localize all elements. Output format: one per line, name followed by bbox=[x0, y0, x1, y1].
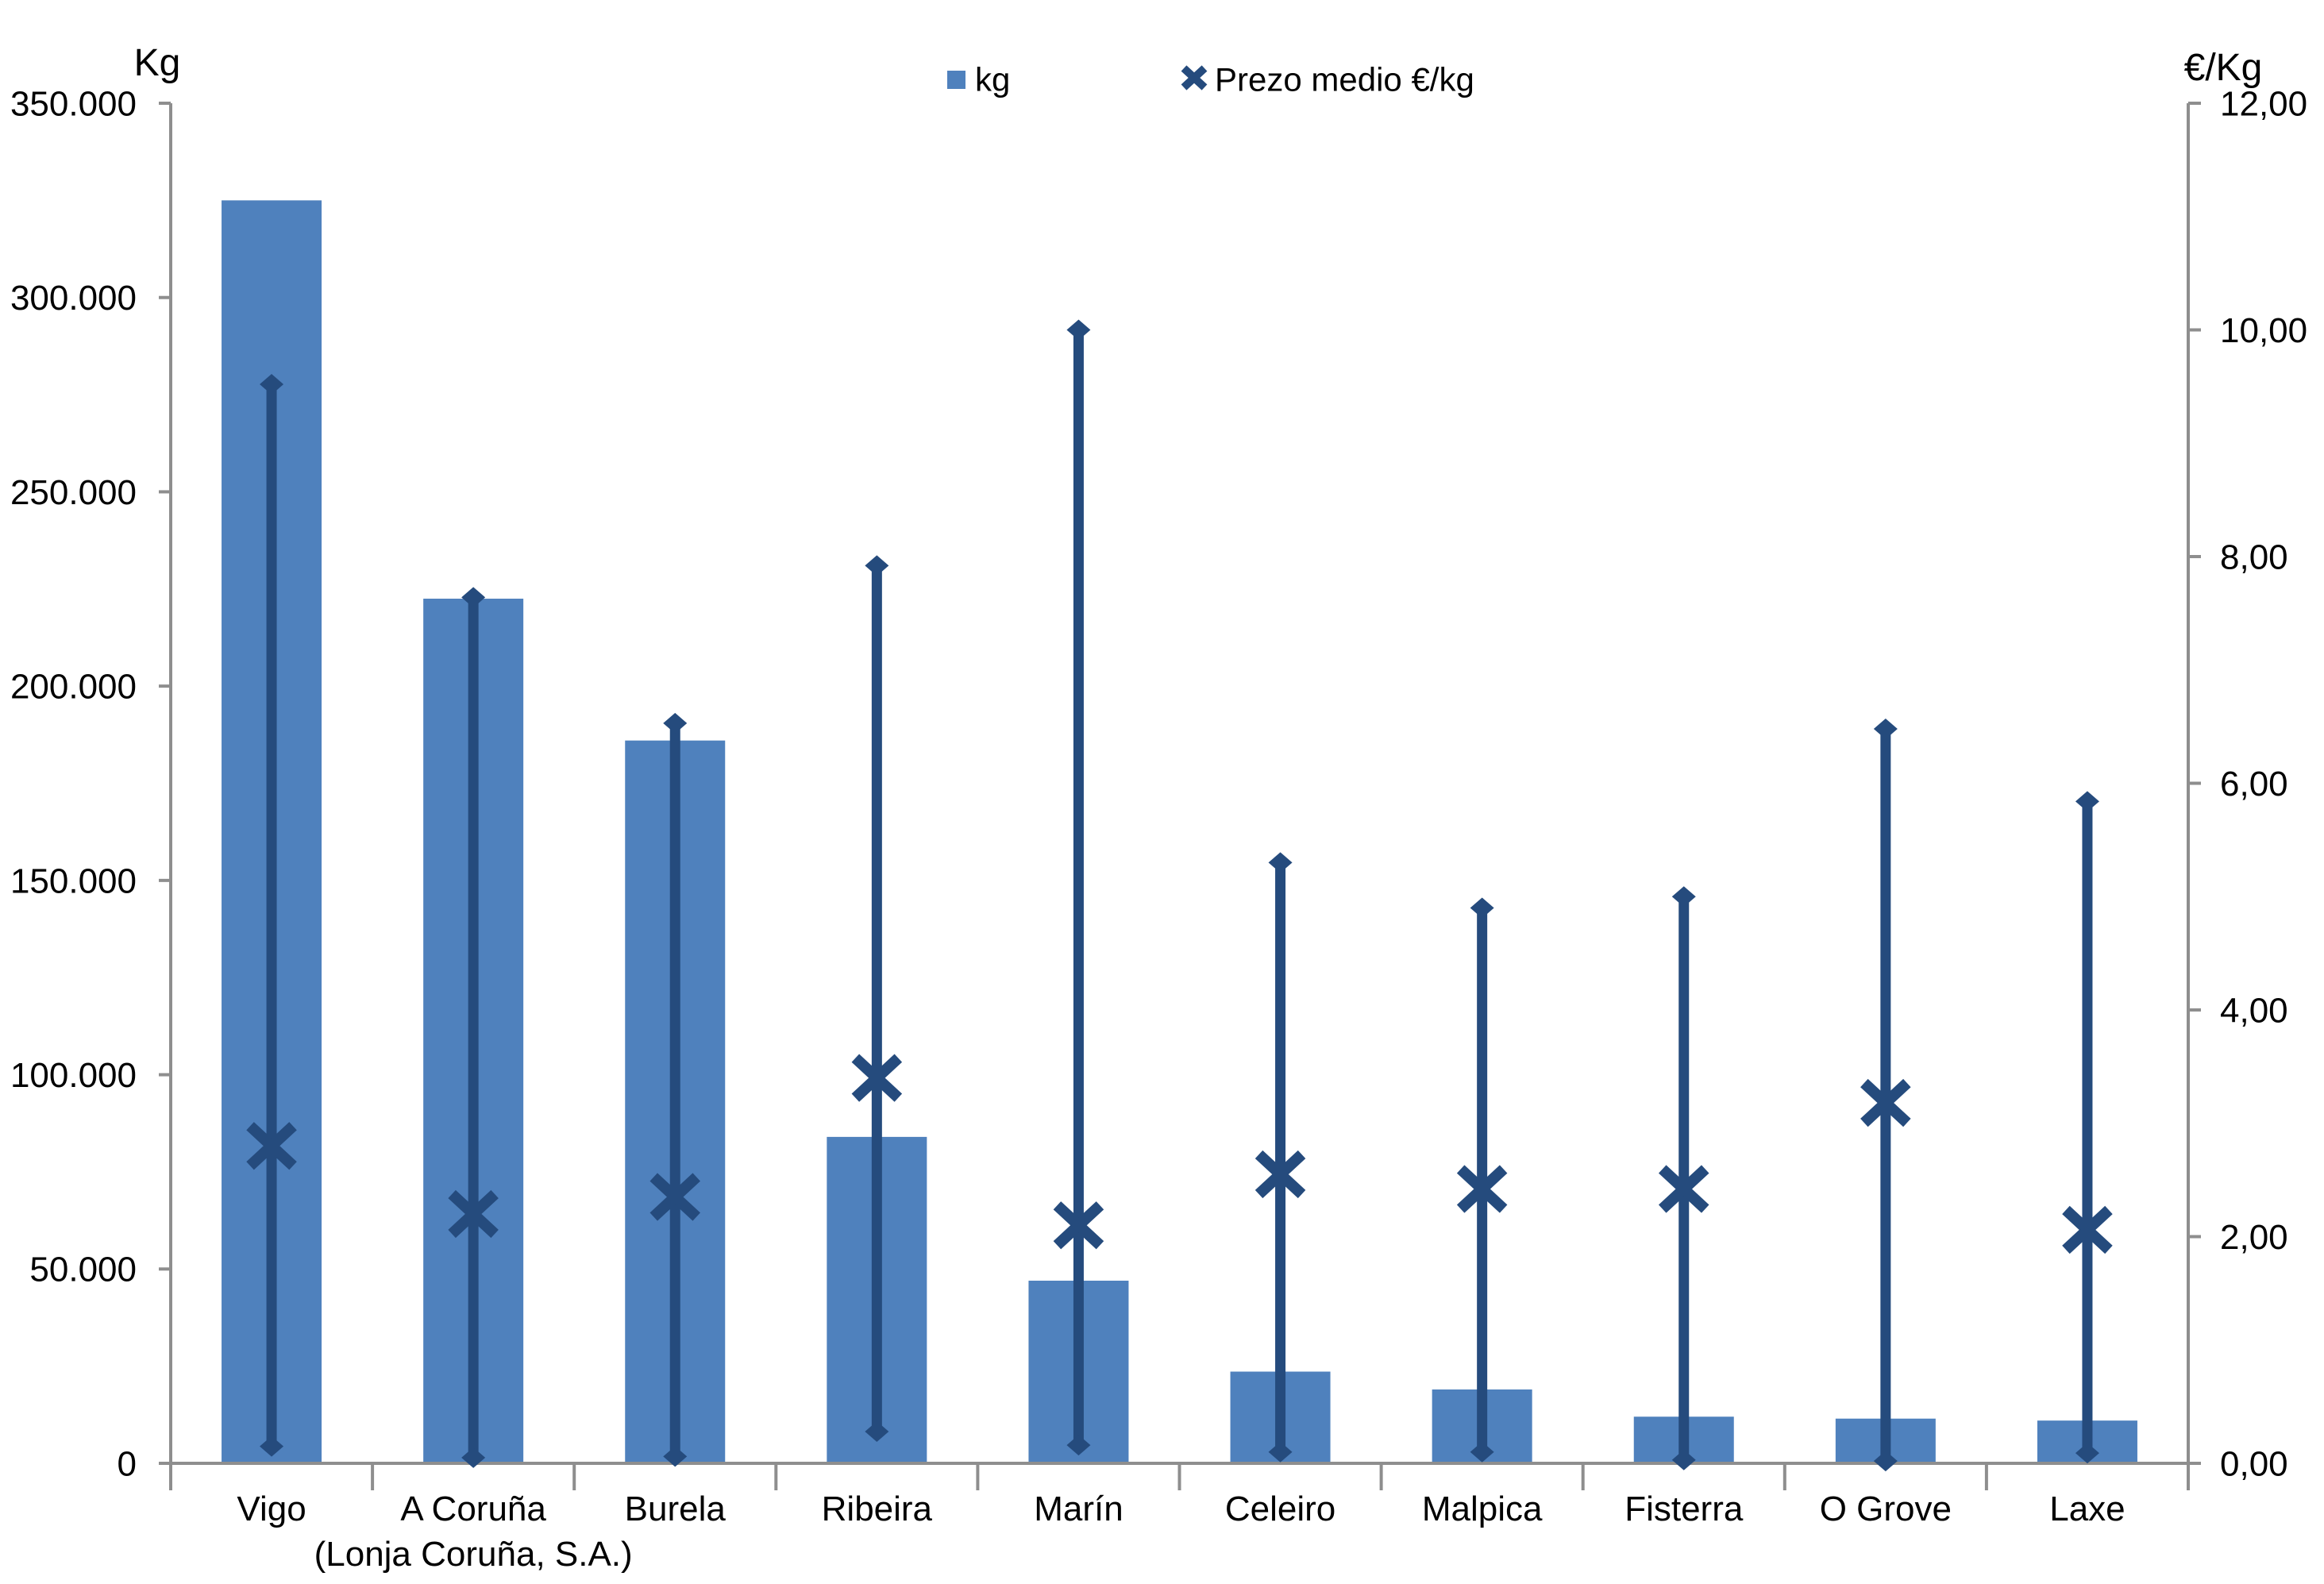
avg-price-x-marker-marin bbox=[1053, 1201, 1104, 1250]
category-label-burela: Burela bbox=[625, 1490, 726, 1528]
avg-price-x-marker-burela bbox=[649, 1173, 701, 1221]
category-label-line: Burela bbox=[625, 1490, 726, 1528]
avg-price-x-marker-laxe bbox=[2062, 1205, 2113, 1254]
left-axis-tick-label: 0 bbox=[118, 1444, 137, 1483]
min-price-diamond-celeiro bbox=[1268, 1441, 1293, 1463]
left-axis-title: Kg bbox=[134, 42, 181, 84]
min-price-diamond-marin bbox=[1066, 1435, 1091, 1456]
right-axis-tick-label: 10,00 bbox=[2220, 311, 2307, 350]
category-label-line: (Lonja Coruña, S.A.) bbox=[314, 1535, 633, 1574]
right-axis-tick-label: 4,00 bbox=[2220, 991, 2288, 1030]
max-price-diamond-o-grove bbox=[1873, 718, 1898, 739]
left-axis-tick-label: 200.000 bbox=[10, 668, 137, 707]
max-price-diamond-vigo bbox=[260, 374, 284, 395]
min-price-diamond-fisterra bbox=[1671, 1449, 1696, 1470]
category-label-line: Celeiro bbox=[1225, 1490, 1335, 1528]
min-price-diamond-malpica bbox=[1470, 1441, 1494, 1463]
legend-kg-square-icon bbox=[947, 71, 965, 89]
right-axis-title: €/Kg bbox=[2184, 47, 2263, 89]
legend-prezo-medio-x-icon bbox=[1181, 65, 1208, 91]
right-axis-tick-label: 8,00 bbox=[2220, 538, 2288, 576]
category-label-line: Laxe bbox=[2049, 1490, 2125, 1528]
left-axis-tick-label: 50.000 bbox=[29, 1251, 137, 1289]
category-label-marin: Marín bbox=[1034, 1490, 1123, 1528]
left-axis-tick-label: 300.000 bbox=[10, 279, 137, 318]
category-label-line: Malpica bbox=[1422, 1490, 1543, 1528]
min-price-diamond-ribeira bbox=[865, 1421, 889, 1443]
category-label-line: Vigo bbox=[237, 1490, 306, 1528]
min-price-diamond-o-grove bbox=[1873, 1451, 1898, 1472]
avg-price-x-marker-celeiro bbox=[1254, 1150, 1306, 1199]
avg-price-x-marker-malpica bbox=[1456, 1165, 1508, 1213]
max-price-diamond-laxe bbox=[2075, 791, 2099, 812]
max-price-diamond-malpica bbox=[1470, 897, 1494, 919]
category-label-vigo: Vigo bbox=[237, 1490, 306, 1528]
left-axis-tick-label: 350.000 bbox=[10, 84, 137, 123]
category-label-line: A Coruña bbox=[400, 1490, 546, 1528]
category-label-ribeira: Ribeira bbox=[822, 1490, 933, 1528]
avg-price-x-marker-fisterra bbox=[1658, 1165, 1709, 1213]
max-price-diamond-ribeira bbox=[865, 555, 889, 576]
category-label-line: Marín bbox=[1034, 1490, 1123, 1528]
category-label-o-grove: O Grove bbox=[1820, 1490, 1952, 1528]
category-label-line: Ribeira bbox=[822, 1490, 933, 1528]
left-axis-tick-label: 100.000 bbox=[10, 1056, 137, 1095]
min-price-diamond-a-coruna bbox=[461, 1447, 486, 1468]
max-price-diamond-celeiro bbox=[1268, 852, 1293, 873]
max-price-diamond-a-coruna bbox=[461, 587, 486, 608]
left-axis-tick-label: 250.000 bbox=[10, 473, 137, 512]
right-axis-tick-label: 2,00 bbox=[2220, 1218, 2288, 1257]
min-price-diamond-burela bbox=[663, 1446, 688, 1467]
category-label-a-coruna: A Coruña (Lonja Coruña, S.A.) bbox=[314, 1490, 633, 1574]
legend-kg-label: kg bbox=[975, 61, 1010, 98]
right-axis-tick-label: 12,00 bbox=[2220, 84, 2307, 123]
category-label-line: Fisterra bbox=[1624, 1490, 1744, 1528]
category-label-fisterra: Fisterra bbox=[1624, 1490, 1744, 1528]
category-label-celeiro: Celeiro bbox=[1225, 1490, 1335, 1528]
avg-price-x-marker-o-grove bbox=[1860, 1078, 1911, 1127]
left-axis-tick-label: 150.000 bbox=[10, 861, 137, 900]
category-label-malpica: Malpica bbox=[1422, 1490, 1543, 1528]
min-price-diamond-vigo bbox=[260, 1436, 284, 1457]
category-label-line: O Grove bbox=[1820, 1490, 1952, 1528]
category-label-laxe: Laxe bbox=[2049, 1490, 2125, 1528]
max-price-diamond-burela bbox=[663, 712, 688, 734]
avg-price-x-marker-vigo bbox=[246, 1122, 297, 1170]
max-price-diamond-marin bbox=[1066, 319, 1091, 341]
legend-prezo-medio-label: Prezo medio €/kg bbox=[1215, 61, 1474, 98]
min-price-diamond-laxe bbox=[2075, 1443, 2099, 1464]
right-axis-tick-label: 0,00 bbox=[2220, 1444, 2288, 1483]
right-axis-tick-label: 6,00 bbox=[2220, 765, 2288, 804]
avg-price-x-marker-ribeira bbox=[851, 1054, 903, 1102]
max-price-diamond-fisterra bbox=[1671, 886, 1696, 908]
avg-price-x-marker-a-coruna bbox=[448, 1189, 499, 1239]
